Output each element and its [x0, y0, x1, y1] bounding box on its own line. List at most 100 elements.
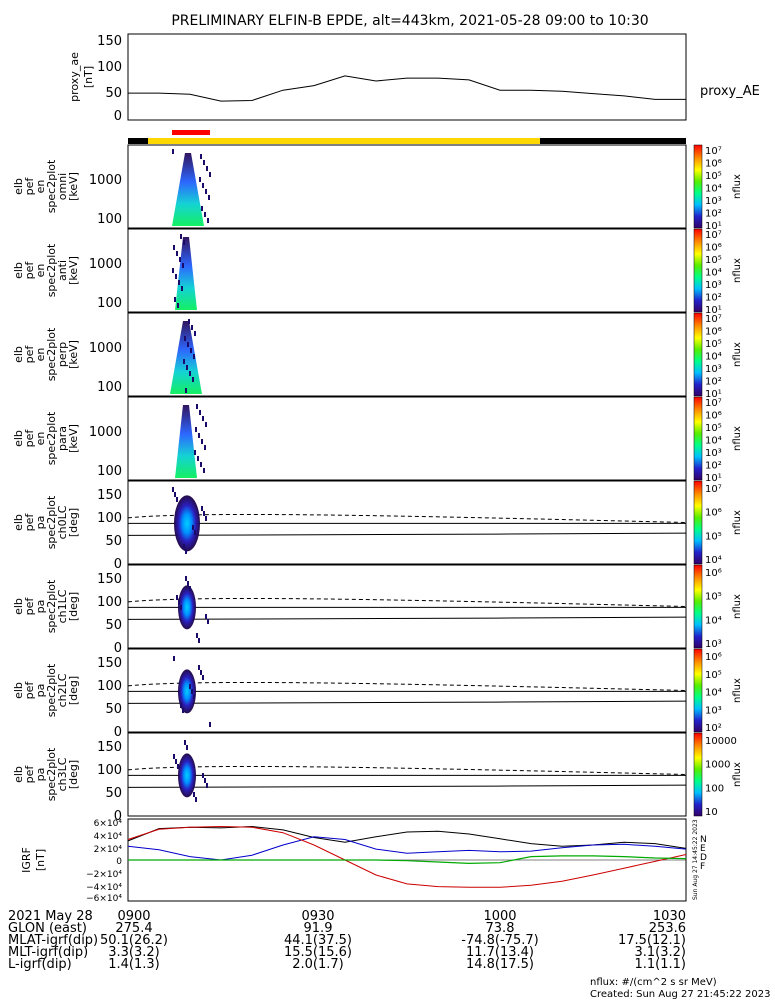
- footer-row-value: 3.3(3.2): [108, 945, 160, 960]
- pa-colorbar-tick: 10⁵: [705, 531, 722, 542]
- pa-ytick: 100: [97, 595, 122, 610]
- pa-spectrogram-speckle: [204, 778, 206, 783]
- pa-colorbar: [693, 564, 703, 649]
- pa-ylabel-line: spec2plot: [45, 663, 58, 717]
- pa-colorbar: [693, 648, 703, 733]
- pa-spectrogram-speckle: [180, 605, 182, 610]
- energy-colorbar-tick: 10¹: [705, 305, 722, 316]
- energy-ylabel-line: en: [34, 432, 47, 446]
- pa-ylabel-line: elb: [12, 766, 25, 783]
- energy-spectrogram-speckle: [200, 462, 202, 467]
- footer-row-value: 11.7(13.4): [466, 945, 534, 960]
- pa-ylabel-line: [deg]: [67, 676, 80, 705]
- pa-ylabel-line: ch3LC: [56, 757, 69, 791]
- pa-ylabel-line: ch2LC: [56, 673, 69, 707]
- pa-colorbar-tick: 10⁶: [705, 508, 722, 519]
- pa-ytick: 50: [105, 786, 122, 801]
- energy-spectrogram-speckle: [204, 445, 206, 450]
- energy-ylabel-line: [keV]: [67, 340, 80, 369]
- energy-spectrogram-speckle: [193, 354, 195, 359]
- pa-spectrogram-speckle: [202, 773, 204, 778]
- pa-ylabel-line: pef: [23, 765, 36, 784]
- footer-row-label: 2021 May 28: [8, 909, 93, 924]
- energy-spectrogram-speckle: [206, 166, 208, 171]
- energy-ytick: 1000: [89, 341, 122, 356]
- energy-ylabel-line: [keV]: [67, 424, 80, 453]
- footer-row-value: 0900: [117, 909, 150, 924]
- energy-spectrogram-speckle: [174, 297, 176, 302]
- pa-colorbar-tick: 10⁴: [705, 688, 722, 699]
- pa-spectrogram-speckle: [189, 586, 191, 591]
- energy-spectrogram-panel: 1000100elbpefenspec2plotanti[keV]10⁷10⁶1…: [12, 228, 743, 316]
- energy-colorbar-tick: 10⁶: [705, 243, 722, 254]
- pa-spectrogram-speckle: [193, 694, 195, 699]
- energy-spectrogram-speckle: [201, 439, 203, 444]
- pa-ylabel-line: elb: [12, 598, 25, 615]
- energy-colorbar-tick: 10⁷: [705, 230, 722, 241]
- igrf-ytick: 4×10⁴: [94, 832, 123, 842]
- pa-spectrogram-blob: [174, 495, 200, 552]
- energy-colorbar-tick: 10⁵: [705, 255, 722, 266]
- energy-ylabel-line: elb: [12, 346, 25, 363]
- energy-spectrogram-panel: 1000100elbpefenspec2plotpara[keV]10⁷10⁶1…: [12, 396, 743, 484]
- energy-colorbar: [693, 144, 703, 229]
- pa-spectrogram-speckle: [195, 797, 197, 802]
- footer-row-label: MLT-igrf(dip): [8, 945, 88, 960]
- pa-colorbar-tick: 10²: [705, 723, 722, 734]
- footer-row-value: -74.8(-75.7): [461, 933, 538, 948]
- footer-row-value: 275.4: [115, 921, 152, 936]
- created-note: Created: Sun Aug 27 21:45:22 2023: [590, 989, 770, 1000]
- energy-ylabel-line: elb: [12, 430, 25, 447]
- pa-ylabel-line: pef: [23, 681, 36, 700]
- footer-row-value: 44.1(37.5): [284, 933, 352, 948]
- pa-spectrogram-speckle: [200, 670, 202, 675]
- pa-colorbar-tick: 10³: [705, 639, 722, 650]
- energy-colorbar-tick: 10⁶: [705, 327, 722, 338]
- footer-row-label: MLAT-igrf(dip): [8, 933, 98, 948]
- energy-spectrogram-speckle: [177, 303, 179, 308]
- pa-spectrogram-speckle: [183, 544, 185, 549]
- energy-spectrogram-speckle: [183, 359, 185, 364]
- pa-ylabel-line: pa: [34, 516, 47, 530]
- igrf-panel: IGRF [nT] 6×10⁴ 4×10⁴ 2×10⁴ 0 −2×10⁴ −4×…: [20, 818, 707, 904]
- energy-colorbar-label: nflux: [732, 342, 743, 367]
- pa-panel-frame: [127, 564, 687, 649]
- pa-spectrogram-speckle: [176, 497, 178, 502]
- pa-ytick: 50: [105, 702, 122, 717]
- energy-ylabel-line: en: [34, 348, 47, 362]
- energy-ytick: 1000: [89, 425, 122, 440]
- energy-spectrogram-speckle: [209, 172, 211, 177]
- footer-row-value: 15.5(15.6): [284, 945, 352, 960]
- pa-loss-cone-line: [127, 532, 687, 536]
- pa-spectrogram-speckle: [196, 633, 198, 638]
- energy-colorbar: [693, 312, 703, 397]
- pa-ylabel-line: elb: [12, 682, 25, 699]
- pa-colorbar-tick: 10: [705, 807, 718, 818]
- footer-row-label: L-igrf(dip): [8, 957, 72, 972]
- igrf-legend-f: F: [700, 862, 705, 872]
- pa-spectrogram-speckle: [205, 614, 207, 619]
- energy-colorbar: [693, 396, 703, 481]
- state-bar-yellow: [148, 138, 540, 144]
- pa-colorbar-tick: 10000: [705, 736, 737, 747]
- pa-colorbar-tick: 10⁴: [705, 615, 722, 626]
- energy-spectrogram-speckle: [194, 450, 196, 455]
- footer-row-value: 91.9: [304, 921, 333, 936]
- pa-ylabel-line: [deg]: [67, 508, 80, 537]
- pa-ylabel-line: spec2plot: [45, 495, 58, 549]
- energy-spectrogram-speckle: [182, 263, 184, 268]
- energy-colorbar-tick: 10¹: [705, 389, 722, 400]
- pa-anti-loss-cone-line: [127, 597, 687, 607]
- pa-ylabel-line: spec2plot: [45, 579, 58, 633]
- panels-group: 1000100elbpefenspec2plotomni[keV]10⁷10⁶1…: [12, 144, 743, 824]
- igrf-legend-e: E: [700, 844, 706, 854]
- ae-ytick: 100: [97, 60, 122, 75]
- pa-spectrogram-blob: [178, 669, 196, 714]
- energy-colorbar-tick: 10³: [705, 364, 722, 375]
- ae-ytick: 150: [97, 34, 122, 49]
- ae-series-line: [128, 75, 686, 102]
- energy-ylabel-line: perp: [56, 342, 69, 367]
- energy-spectrogram-speckle: [186, 365, 188, 370]
- pa-anti-loss-cone-line: [127, 681, 687, 691]
